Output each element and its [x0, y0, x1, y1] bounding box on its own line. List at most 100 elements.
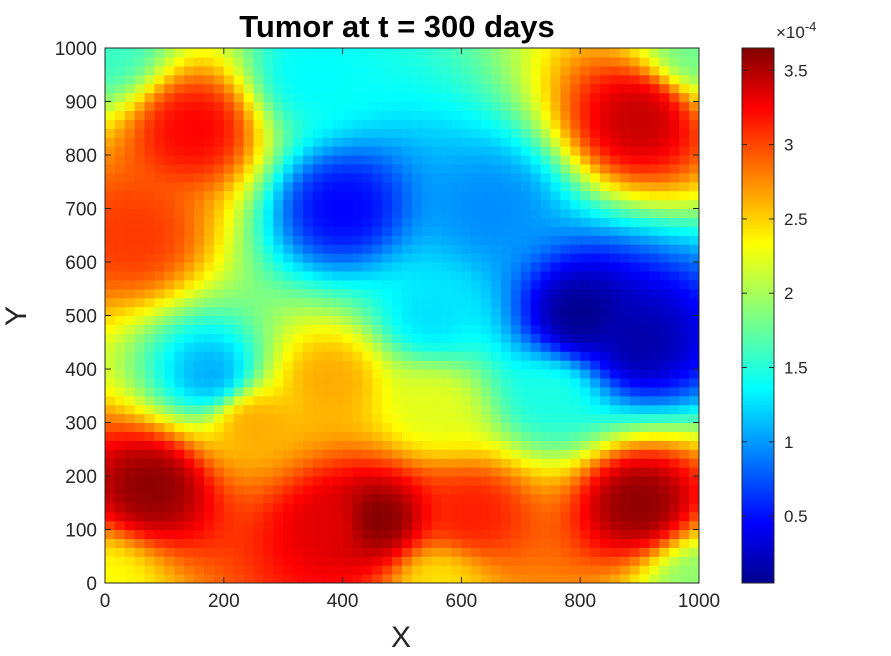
- heatmap-cell: [689, 119, 699, 129]
- colorbar-tick-label: 1.5: [784, 359, 808, 378]
- heatmap-cell: [619, 369, 631, 379]
- heatmap-cell: [560, 324, 571, 334]
- heatmap-cell: [550, 333, 561, 343]
- heatmap-cell: [382, 155, 393, 165]
- heatmap-cell: [332, 208, 344, 219]
- heatmap-cell: [392, 574, 403, 583]
- heatmap-cell: [510, 565, 522, 575]
- heatmap-cell: [303, 48, 314, 58]
- heatmap-cell: [194, 574, 205, 583]
- heatmap-cell: [114, 65, 126, 76]
- heatmap-cell: [114, 333, 126, 343]
- heatmap-cell: [600, 56, 611, 67]
- heatmap-cell: [461, 235, 472, 245]
- heatmap-cell: [283, 217, 294, 227]
- heatmap-cell: [204, 306, 215, 317]
- heatmap-cell: [382, 119, 393, 129]
- heatmap-cell: [441, 65, 453, 76]
- heatmap-cell: [392, 342, 403, 352]
- heatmap-cell: [164, 253, 175, 263]
- heatmap-cell: [174, 83, 185, 94]
- heatmap-cell: [303, 476, 314, 486]
- heatmap-cell: [134, 262, 146, 272]
- heatmap-cell: [550, 92, 561, 103]
- heatmap-cell: [362, 556, 373, 566]
- heatmap-cell: [144, 351, 156, 361]
- heatmap-cell: [243, 83, 255, 94]
- heatmap-cell: [609, 56, 621, 67]
- heatmap-cell: [520, 119, 532, 129]
- heatmap-cell: [382, 333, 393, 343]
- heatmap-cell: [392, 493, 403, 504]
- heatmap-cell: [362, 529, 373, 540]
- heatmap-cell: [154, 520, 165, 531]
- heatmap-cell: [342, 342, 354, 352]
- heatmap-cell: [362, 262, 373, 272]
- heatmap-cell: [689, 155, 699, 165]
- heatmap-cell: [402, 377, 413, 388]
- heatmap-cell: [609, 110, 621, 120]
- heatmap-cell: [362, 253, 373, 263]
- heatmap-cell: [669, 137, 680, 147]
- heatmap-cell: [609, 440, 621, 450]
- heatmap-cell: [253, 83, 264, 94]
- heatmap-cell: [204, 279, 215, 290]
- heatmap-cell: [283, 422, 294, 433]
- heatmap-cell: [530, 137, 542, 147]
- heatmap-cell: [204, 422, 215, 433]
- heatmap-cell: [303, 395, 314, 406]
- heatmap-cell: [619, 137, 631, 147]
- heatmap-cell: [174, 511, 185, 522]
- heatmap-cell: [471, 511, 482, 522]
- heatmap-cell: [372, 101, 383, 112]
- heatmap-cell: [134, 244, 146, 254]
- heatmap-cell: [174, 306, 185, 317]
- heatmap-cell: [253, 431, 264, 441]
- heatmap-cell: [342, 279, 354, 290]
- heatmap-cell: [322, 556, 334, 566]
- heatmap-cell: [411, 56, 423, 67]
- heatmap-cell: [431, 315, 443, 326]
- heatmap-cell: [501, 449, 512, 459]
- heatmap-cell: [679, 556, 690, 566]
- heatmap-cell: [510, 226, 522, 236]
- heatmap-cell: [609, 556, 621, 566]
- heatmap-cell: [124, 217, 136, 227]
- heatmap-cell: [134, 502, 146, 513]
- heatmap-cell: [629, 208, 641, 219]
- heatmap-cell: [609, 502, 621, 513]
- heatmap-cell: [253, 262, 264, 272]
- heatmap-cell: [213, 360, 225, 370]
- heatmap-cell: [580, 342, 591, 352]
- heatmap-cell: [392, 226, 403, 236]
- heatmap-cell: [293, 119, 304, 129]
- heatmap-cell: [649, 440, 660, 450]
- heatmap-cell: [283, 101, 294, 112]
- heatmap-cell: [263, 377, 274, 388]
- heatmap-cell: [382, 244, 393, 254]
- heatmap-cell: [471, 574, 482, 583]
- heatmap-cell: [481, 440, 492, 450]
- heatmap-cell: [312, 155, 324, 165]
- heatmap-cell: [431, 244, 443, 254]
- heatmap-cell: [649, 253, 660, 263]
- heatmap-cell: [382, 270, 393, 281]
- heatmap-cell: [689, 493, 699, 504]
- heatmap-cell: [243, 56, 255, 67]
- heatmap-cell: [253, 181, 264, 192]
- heatmap-cell: [263, 342, 274, 352]
- heatmap-cell: [243, 155, 255, 165]
- heatmap-cell: [134, 315, 146, 326]
- heatmap-cell: [649, 279, 660, 290]
- heatmap-cell: [293, 279, 304, 290]
- heatmap-cell: [392, 288, 403, 299]
- heatmap-cell: [303, 217, 314, 227]
- heatmap-cell: [421, 574, 433, 583]
- heatmap-cell: [501, 333, 512, 343]
- heatmap-cell: [213, 467, 225, 477]
- heatmap-cell: [451, 440, 462, 450]
- heatmap-cell: [382, 449, 393, 459]
- heatmap-cell: [114, 270, 126, 281]
- heatmap-cell: [481, 226, 492, 236]
- heatmap-cell: [194, 48, 205, 58]
